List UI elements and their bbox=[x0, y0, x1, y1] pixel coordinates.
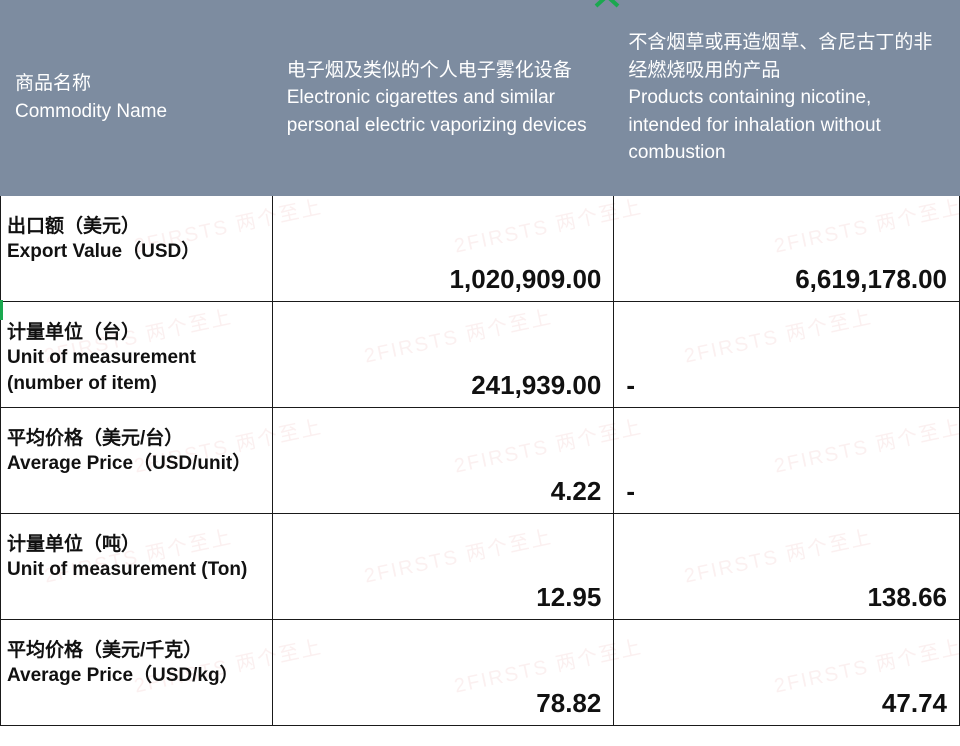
header-col1-cn: 商品名称 bbox=[15, 70, 258, 98]
row-label-en: Unit of measurement (Ton) bbox=[7, 557, 262, 583]
accent-side-mark bbox=[0, 300, 3, 320]
accent-caret-icon bbox=[594, 0, 620, 8]
cell-value: 4.22 bbox=[551, 476, 602, 507]
row-label-cell: 平均价格（美元/千克） Average Price（USD/kg） bbox=[1, 619, 273, 725]
table-row: 计量单位（台） Unit of measurement (number of i… bbox=[1, 301, 960, 407]
row-label-en: Average Price（USD/unit） bbox=[7, 451, 262, 477]
header-col2-en: Electronic cigarettes and similar person… bbox=[287, 84, 600, 139]
table-row: 计量单位（吨） Unit of measurement (Ton) 12.95 … bbox=[1, 513, 960, 619]
cell-value: 6,619,178.00 bbox=[795, 264, 947, 295]
cell-c3: 138.66 bbox=[614, 513, 960, 619]
row-label-cell: 计量单位（台） Unit of measurement (number of i… bbox=[1, 301, 273, 407]
cell-c2: 78.82 bbox=[272, 619, 614, 725]
row-label-cn: 计量单位（吨） bbox=[7, 532, 262, 558]
header-nicotine-products: 不含烟草或再造烟草、含尼古丁的非经燃烧吸用的产品 Products contai… bbox=[614, 1, 960, 196]
cell-value: 138.66 bbox=[867, 582, 947, 613]
cell-c2: 4.22 bbox=[272, 407, 614, 513]
row-label-en: Export Value（USD） bbox=[7, 239, 262, 265]
row-label-cell: 出口额（美元） Export Value（USD） bbox=[1, 195, 273, 301]
row-label-en: Average Price（USD/kg） bbox=[7, 663, 262, 689]
header-commodity-name: 商品名称 Commodity Name bbox=[1, 1, 273, 196]
cell-value: 47.74 bbox=[882, 688, 947, 719]
cell-c3: - bbox=[614, 301, 960, 407]
cell-value: - bbox=[626, 370, 635, 401]
header-col3-en: Products containing nicotine, intended f… bbox=[628, 84, 945, 167]
table-row: 出口额（美元） Export Value（USD） 1,020,909.00 6… bbox=[1, 195, 960, 301]
cell-value: 1,020,909.00 bbox=[450, 264, 602, 295]
cell-value: 78.82 bbox=[536, 688, 601, 719]
cell-c2: 12.95 bbox=[272, 513, 614, 619]
cell-c3: 47.74 bbox=[614, 619, 960, 725]
cell-c2: 241,939.00 bbox=[272, 301, 614, 407]
row-label-cn: 计量单位（台） bbox=[7, 320, 262, 346]
cell-value: 12.95 bbox=[536, 582, 601, 613]
row-label-cn: 平均价格（美元/台） bbox=[7, 426, 262, 452]
row-label-cn: 出口额（美元） bbox=[7, 214, 262, 240]
row-label-cn: 平均价格（美元/千克） bbox=[7, 638, 262, 664]
row-label-en: Unit of measurement (number of item) bbox=[7, 345, 262, 396]
header-col1-en: Commodity Name bbox=[15, 98, 258, 126]
cell-c2: 1,020,909.00 bbox=[272, 195, 614, 301]
table-row: 平均价格（美元/千克） Average Price（USD/kg） 78.82 … bbox=[1, 619, 960, 725]
header-col2-cn: 电子烟及类似的个人电子雾化设备 bbox=[287, 57, 600, 85]
row-label-cell: 计量单位（吨） Unit of measurement (Ton) bbox=[1, 513, 273, 619]
cell-value: - bbox=[626, 476, 635, 507]
row-label-cell: 平均价格（美元/台） Average Price（USD/unit） bbox=[1, 407, 273, 513]
header-col3-cn: 不含烟草或再造烟草、含尼古丁的非经燃烧吸用的产品 bbox=[628, 29, 945, 84]
cell-value: 241,939.00 bbox=[471, 370, 601, 401]
commodity-table: 商品名称 Commodity Name 电子烟及类似的个人电子雾化设备 Elec… bbox=[0, 0, 960, 726]
header-ecig: 电子烟及类似的个人电子雾化设备 Electronic cigarettes an… bbox=[272, 1, 614, 196]
table-header-row: 商品名称 Commodity Name 电子烟及类似的个人电子雾化设备 Elec… bbox=[1, 1, 960, 196]
table-row: 平均价格（美元/台） Average Price（USD/unit） 4.22 … bbox=[1, 407, 960, 513]
cell-c3: 6,619,178.00 bbox=[614, 195, 960, 301]
cell-c3: - bbox=[614, 407, 960, 513]
